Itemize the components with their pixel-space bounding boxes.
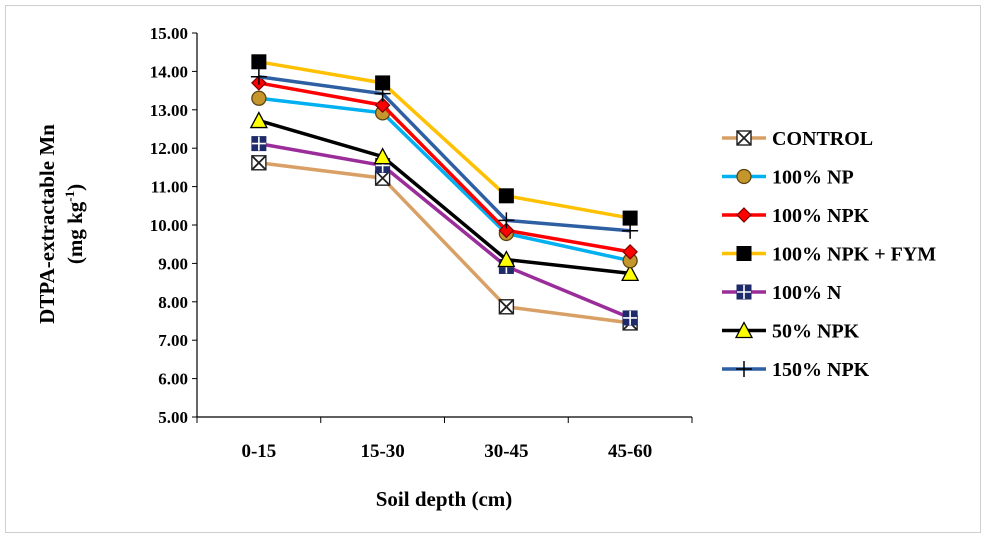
legend-label: 150% NPK <box>772 359 870 381</box>
y-tick-label: 7.00 <box>158 331 188 350</box>
y-axis-title-line2: (mg kg-1) <box>62 184 87 264</box>
data-point <box>736 168 752 185</box>
data-point <box>736 361 752 377</box>
data-point-cross <box>737 285 751 299</box>
y-tick-label: 5.00 <box>158 408 188 427</box>
y-tick-label: 6.00 <box>158 370 188 389</box>
series-line <box>258 60 631 220</box>
axes: 5.00 6.00 7.00 8.00 9.00 10.00 11.00 12.00 13.00… <box>150 24 693 462</box>
legend-label: 100% NP <box>772 167 854 189</box>
data-point <box>249 111 268 129</box>
data-point <box>498 222 515 239</box>
legend-item: 100% N <box>722 282 842 304</box>
data-point <box>621 264 640 282</box>
data-point-cross <box>736 130 752 146</box>
y-tick-label: 8.00 <box>158 293 188 312</box>
data-point-cross <box>498 299 515 315</box>
x-axis-title: Soil depth (cm) <box>376 487 513 511</box>
series-line <box>258 161 631 325</box>
series-150-npk <box>250 68 639 239</box>
legend-item: 150% NPK <box>722 359 870 381</box>
y-axis-title-line1: DTPA-extractable Mn <box>35 124 59 324</box>
data-point-cross <box>251 155 267 171</box>
data-point <box>498 212 515 229</box>
y-tick-label: 13.00 <box>150 101 188 120</box>
data-point <box>373 147 392 165</box>
legend: CONTROL 100% NP 100% NPK 100% NPK + FYM 100%… <box>722 128 936 381</box>
y-tick-label: 14.00 <box>150 62 188 81</box>
y-tick-label: 12.00 <box>150 139 188 158</box>
series-line <box>258 96 631 263</box>
data-point <box>251 155 267 171</box>
series-50-npk <box>249 111 640 282</box>
data-point-cross <box>251 136 266 151</box>
data-point <box>622 210 638 226</box>
y-axis-title: DTPA-extractable Mn (mg kg-1) <box>35 124 87 324</box>
series-100-npk-fym <box>251 54 638 226</box>
chart-frame <box>5 5 981 533</box>
y-tick-label: 15.00 <box>150 24 188 43</box>
series-line <box>258 118 631 276</box>
legend-item: 50% NPK <box>722 321 860 343</box>
legend-item: 100% NP <box>722 167 854 189</box>
x-tick-label: 15-30 <box>360 441 404 462</box>
data-point <box>736 207 752 223</box>
series-line <box>258 81 631 254</box>
series-line <box>258 141 631 320</box>
data-point <box>736 246 752 261</box>
data-point <box>374 170 391 186</box>
y-tick-label: 11.00 <box>151 178 188 197</box>
series-100-n <box>251 136 638 326</box>
legend-label: 100% NPK <box>772 205 870 227</box>
x-tick-label: 30-45 <box>484 441 528 462</box>
data-point-cross <box>623 310 638 325</box>
data-point <box>251 54 267 70</box>
x-tick-label: 45-60 <box>608 441 652 462</box>
y-tick-label: 10.00 <box>150 216 188 235</box>
data-point <box>250 68 267 85</box>
legend-item: CONTROL <box>722 128 873 150</box>
legend-item: 100% NPK <box>722 205 870 227</box>
x-tick-label: 0-15 <box>241 441 276 462</box>
series-line <box>258 75 631 233</box>
legend-item: 100% NPK + FYM <box>722 244 936 266</box>
data-point <box>622 244 638 260</box>
legend-label: CONTROL <box>772 128 873 150</box>
data-point <box>734 321 754 339</box>
y-tick-label: 9.00 <box>158 254 188 273</box>
data-point <box>498 299 515 315</box>
data-point <box>251 136 267 152</box>
legend-label: 50% NPK <box>772 321 860 343</box>
data-point-cross <box>374 170 391 186</box>
data-point <box>736 130 752 146</box>
data-point <box>497 250 516 268</box>
data-point <box>622 310 638 326</box>
legend-label: 100% NPK + FYM <box>772 244 936 266</box>
series-layer <box>249 54 640 331</box>
data-point <box>736 284 752 300</box>
legend-label: 100% N <box>772 282 842 304</box>
data-point <box>251 90 267 106</box>
data-point <box>498 188 514 204</box>
data-point <box>375 75 391 91</box>
data-point <box>374 97 391 114</box>
